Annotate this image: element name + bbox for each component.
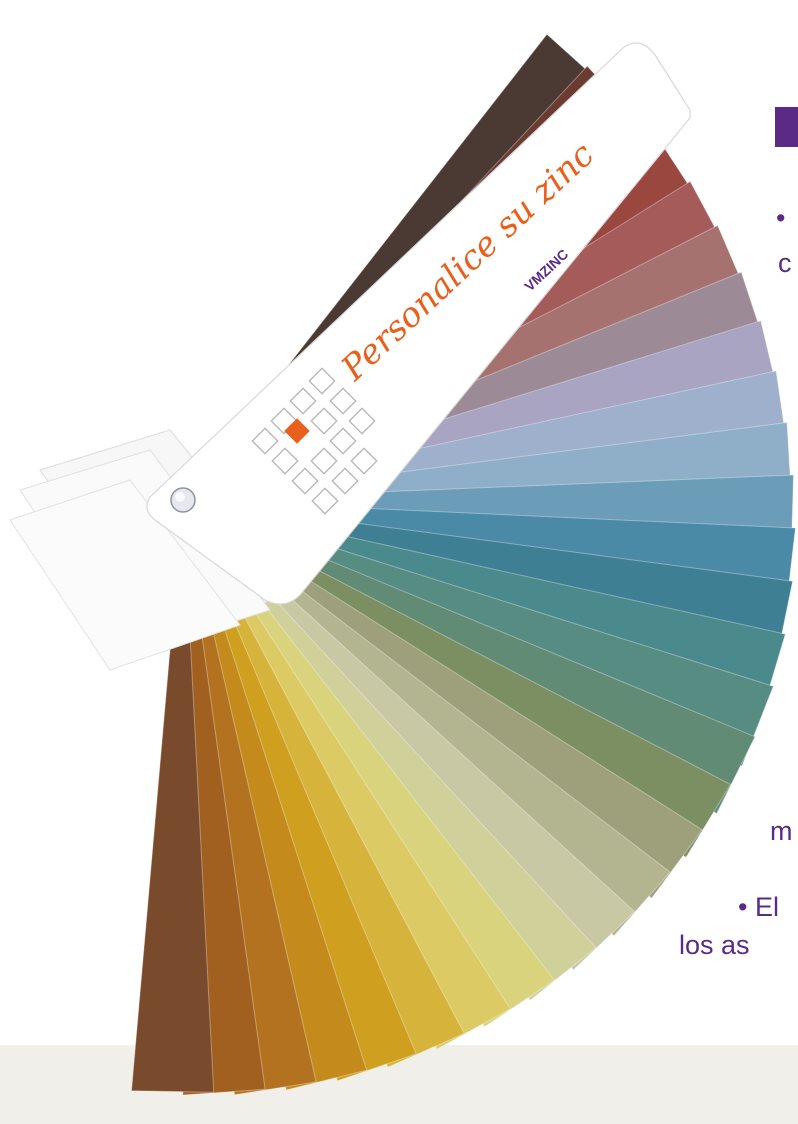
text-fragment-3: m (770, 816, 793, 846)
white-card-stack (9, 429, 301, 671)
text-fragment-1: • (776, 203, 786, 233)
text-fragment-5: los as (679, 930, 750, 960)
text-fragment-2: c (778, 248, 792, 278)
square-grid-icon (251, 367, 378, 515)
highlight-square-icon (284, 418, 310, 444)
text-fragment-4: • El (738, 892, 779, 922)
section-header-bar (775, 107, 798, 147)
